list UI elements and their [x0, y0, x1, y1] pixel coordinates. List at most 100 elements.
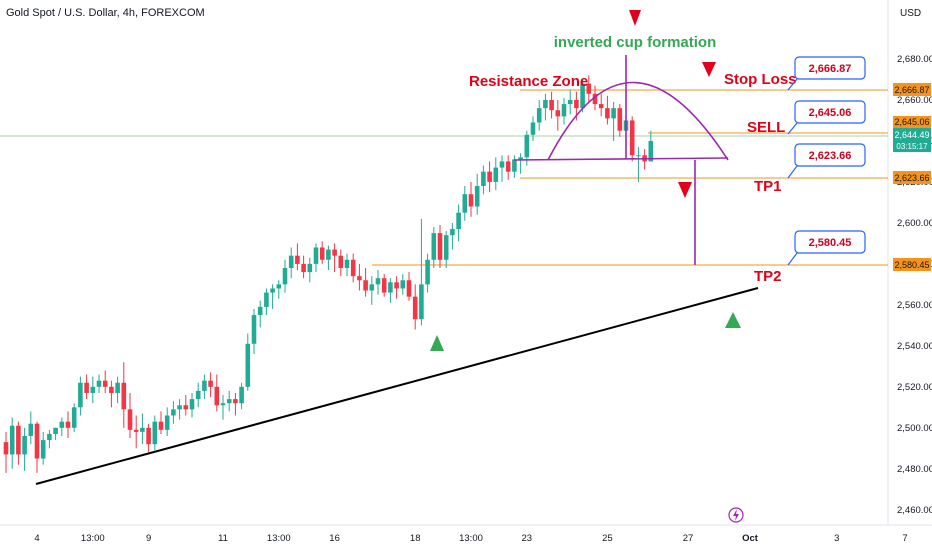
candle-body [406, 280, 412, 297]
candle-body [3, 442, 9, 455]
candle-body [90, 386, 96, 393]
candle [208, 372, 213, 398]
candle-body [140, 427, 145, 432]
candle-body [388, 282, 393, 293]
candle [381, 274, 387, 297]
candle [177, 399, 182, 420]
axis-label-tp2-text: 2,580.45 [894, 260, 929, 270]
candle [443, 231, 449, 268]
current-price-text: 2,644.49 [894, 130, 929, 140]
candle-body [499, 161, 505, 168]
candle-body [443, 235, 449, 260]
x-tick-label: 4 [34, 533, 39, 544]
candle [567, 89, 573, 115]
candle-body [487, 171, 492, 182]
candle-body [40, 440, 46, 459]
callout-stop-loss[interactable]: 2,666.87 [787, 56, 866, 91]
x-tick-label: 11 [218, 533, 228, 544]
cup-label: inverted cup formation [554, 34, 717, 51]
x-tick-label: 7 [902, 533, 907, 544]
candle [3, 431, 9, 473]
candle [543, 93, 548, 121]
candle [468, 181, 474, 217]
candle-body [47, 433, 52, 441]
candle-body [115, 382, 120, 393]
candle-body [567, 99, 573, 105]
candle-body [481, 171, 486, 187]
candle-body [450, 229, 455, 236]
callout-tp2[interactable]: 2,580.45 [787, 230, 866, 266]
candle-body [22, 435, 27, 455]
y-tick-label: 2,500.00 [897, 423, 932, 434]
candle-body [549, 99, 554, 111]
candle-body [605, 108, 610, 119]
candle [270, 284, 275, 309]
axis-label-tp2: 2,580.45 [893, 258, 931, 271]
callout-tp2-text: 2,580.45 [809, 237, 852, 249]
candle-body [9, 425, 15, 455]
candle [344, 253, 350, 277]
candle-body [561, 104, 567, 117]
x-tick-label: 9 [146, 533, 151, 544]
candle [406, 272, 412, 301]
candle-body [419, 284, 424, 320]
candle-body [127, 409, 133, 430]
candle-body [518, 157, 523, 160]
candle [617, 104, 623, 137]
candle [71, 403, 77, 432]
inverted-cup-arc[interactable] [547, 81, 729, 161]
candle [586, 75, 592, 103]
candle [109, 380, 114, 408]
candle [84, 374, 89, 400]
trend-line[interactable] [35, 287, 759, 485]
down-arrow-icon [629, 10, 641, 26]
axis-label-tp1-text: 2,623.66 [894, 173, 929, 183]
candle [598, 93, 604, 117]
candle [450, 222, 455, 250]
candle-body [648, 140, 654, 162]
candle-body [102, 380, 108, 387]
candle [437, 224, 443, 268]
candle-body [574, 99, 579, 109]
candle [332, 243, 337, 273]
callout-tp1[interactable]: 2,623.66 [787, 143, 866, 179]
candle [251, 308, 257, 355]
candle-body [146, 427, 151, 445]
candle [505, 155, 511, 180]
currency-label[interactable]: USD [900, 8, 922, 19]
tp2-label: TP2 [754, 268, 782, 285]
candle [462, 186, 468, 221]
callout-tp1-text: 2,623.66 [809, 150, 852, 162]
candle-body [326, 249, 331, 260]
candle [257, 300, 263, 328]
cup-neckline[interactable] [513, 157, 729, 161]
callout-stop-loss-text: 2,666.87 [809, 63, 852, 75]
candle [158, 411, 164, 434]
candle [363, 267, 368, 297]
candle-body [381, 278, 387, 293]
candle [561, 97, 567, 125]
candle-body [598, 104, 604, 109]
x-tick-label: 3 [834, 533, 839, 544]
candle-countdown-text: 03:15:17 [896, 142, 928, 151]
candle [481, 165, 486, 195]
candle-body [580, 83, 585, 109]
lightning-icon[interactable] [728, 507, 744, 523]
candle [102, 370, 108, 393]
candle [53, 427, 58, 441]
candle-body [245, 343, 251, 387]
candle [530, 116, 536, 141]
candle-body [313, 247, 319, 264]
candle [301, 255, 306, 279]
chart-title: Gold Spot / U.S. Dollar, 4h, FOREXCOM [6, 7, 205, 19]
axis-label-sell: 2,645.06 [893, 116, 931, 128]
candle [189, 392, 195, 418]
candle [96, 374, 102, 393]
candle [611, 102, 616, 141]
callout-sell[interactable]: 2,645.06 [787, 100, 866, 135]
candle [313, 243, 319, 273]
candle-body [375, 278, 381, 285]
candle-body [109, 386, 114, 393]
candle-body [78, 382, 83, 408]
